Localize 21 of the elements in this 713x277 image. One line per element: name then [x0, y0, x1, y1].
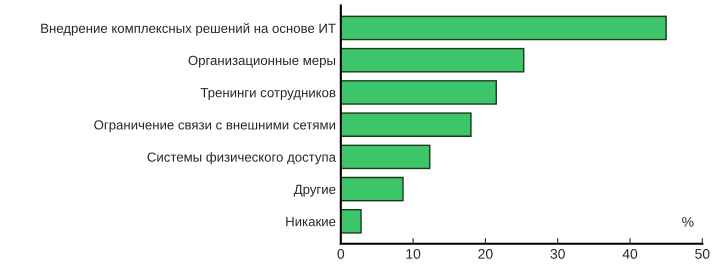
bar — [340, 16, 667, 40]
bar — [340, 48, 524, 72]
y-tick-label: Другие — [294, 184, 336, 197]
bar — [340, 80, 497, 105]
y-tick-label: Внедрение комплексных решений на основе ИТ — [41, 23, 336, 36]
x-tick-label: 50 — [695, 248, 710, 259]
bar — [340, 176, 404, 202]
x-tick-label: 20 — [478, 248, 493, 259]
bar — [340, 112, 472, 137]
x-tick-label: 40 — [622, 248, 638, 259]
bar — [340, 144, 430, 170]
y-tick-label: Организационные меры — [188, 56, 336, 68]
y-tick-label: Системы физического доступа — [148, 152, 336, 164]
y-tick-label: Никакие — [286, 217, 336, 226]
x-tick-label: 0 — [337, 248, 344, 259]
y-tick-label: Ограничение связи с внешними сетями — [94, 120, 336, 132]
x-tick-label: 10 — [406, 248, 420, 259]
x-axis-title: % — [682, 216, 694, 227]
bar — [340, 209, 362, 234]
y-tick-label: Тренинги сотрудников — [200, 88, 336, 100]
x-tick-label: 30 — [550, 248, 565, 259]
